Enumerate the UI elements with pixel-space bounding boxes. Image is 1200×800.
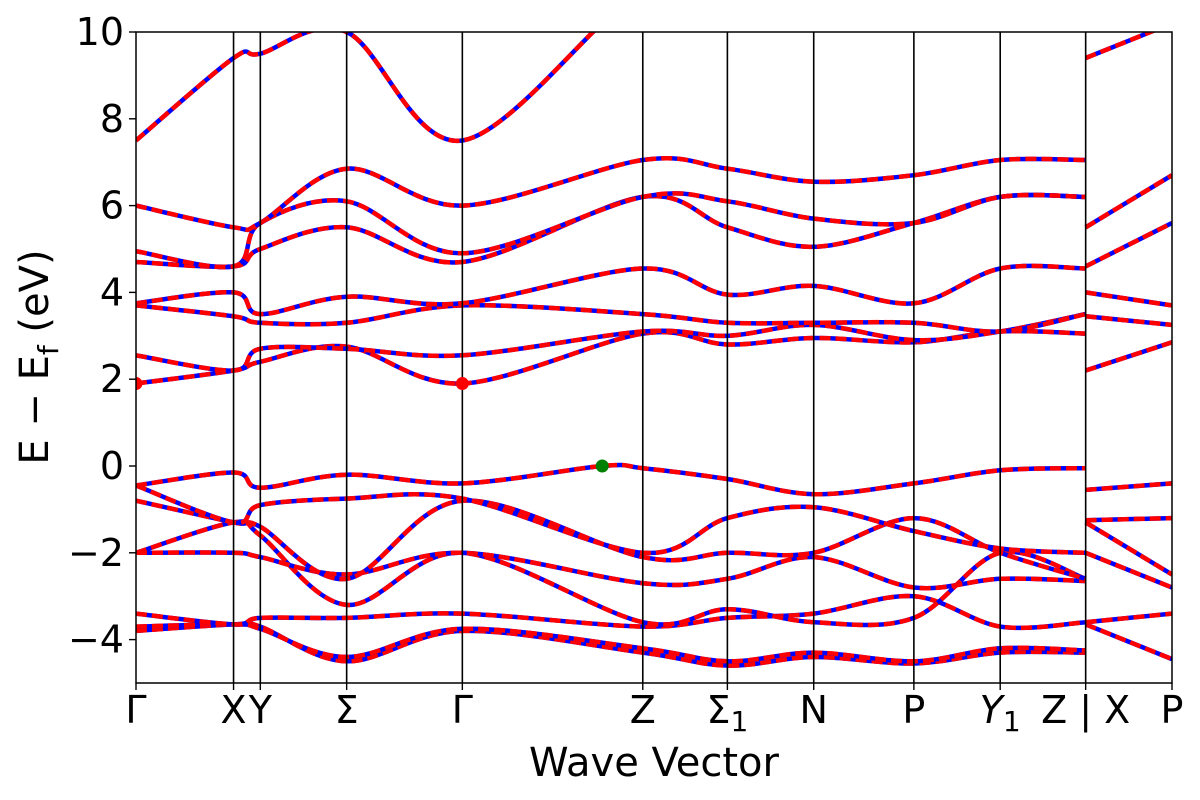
y-tick-label-7: 10 [76,10,124,54]
x-tick-label-10: Z | X [1041,688,1130,733]
x-tick-label-6: Σ1 [706,688,748,738]
y-axis: −4 −2 0 2 4 6 8 10 [68,10,136,662]
band-line-a-1 [136,622,1086,664]
band-extremum-marker-2 [595,459,609,473]
band-line-b-16 [1084,622,1172,662]
x-tick-label-8: P [902,688,925,732]
x-tick-label-3: Σ [335,688,359,732]
band-line-b-15 [136,32,597,143]
band-line-b-14 [136,155,1086,233]
x-tick-label-4: Γ [452,688,473,732]
y-axis-label: E − Ef (eV) [12,249,65,464]
band-line-a-3 [136,519,1087,628]
band-line-a-0 [136,620,1086,668]
kpoint-lines [232,32,1087,683]
band-line-a-19 [1084,520,1172,577]
y-tick-label-2: 0 [100,444,124,488]
band-line-a-16 [1084,622,1172,662]
band-line-a-4 [136,550,1086,591]
band-extremum-marker-1 [455,377,469,391]
y-tick-label-1: −2 [68,531,124,575]
x-axis-label: Wave Vector [529,740,780,786]
band-line-a-2 [136,593,1086,631]
band-extremum-marker-0 [136,377,143,391]
band-line-a-18 [1084,550,1172,590]
x-tick-label-2: Y [248,688,273,732]
markers-layer [136,377,609,473]
band-line-a-21 [1085,481,1172,493]
band-line-a-7 [136,462,1086,497]
y-tick-label-3: 2 [100,357,124,401]
band-line-b-11 [136,263,1086,317]
band-line-a-24 [1085,290,1172,308]
x-tick-label-7: N [799,688,827,732]
y-tick-label-5: 6 [100,184,124,228]
band-line-a-17 [1085,611,1172,625]
x-tick-label-5: Z [630,688,656,732]
band-line-a-15 [136,32,597,143]
band-line-a-23 [1085,314,1172,328]
y-tick-label-6: 8 [100,97,124,141]
band-line-a-25 [1084,220,1172,269]
band-line-b-27 [1084,32,1157,61]
y-tick-label-4: 4 [100,270,124,314]
x-tick-label-11: P [1161,688,1184,732]
x-tick-label-9: Y1 [980,688,1021,738]
band-line-a-20 [1085,515,1172,523]
plot-frame [135,31,1173,684]
band-line-a-13 [136,191,1086,270]
band-line-a-26 [1084,173,1172,230]
y-tick-label-0: −4 [68,618,124,662]
x-axis: Γ X Y Σ Γ Z Σ1 N P Y1 Z | X P [125,683,1183,738]
x-tick-label-0: Γ [125,688,146,732]
band-line-a-22 [1085,340,1172,373]
band-line-a-11 [136,263,1086,317]
band-line-a-27 [1084,32,1157,61]
band-line-b-4 [136,550,1086,591]
band-line-b-22 [1085,340,1172,373]
band-line-b-18 [1084,550,1172,590]
x-tick-label-1: X [221,688,247,732]
bands-layer [136,32,1172,668]
band-line-a-5 [136,498,1087,582]
band-line-a-10 [136,302,1087,334]
